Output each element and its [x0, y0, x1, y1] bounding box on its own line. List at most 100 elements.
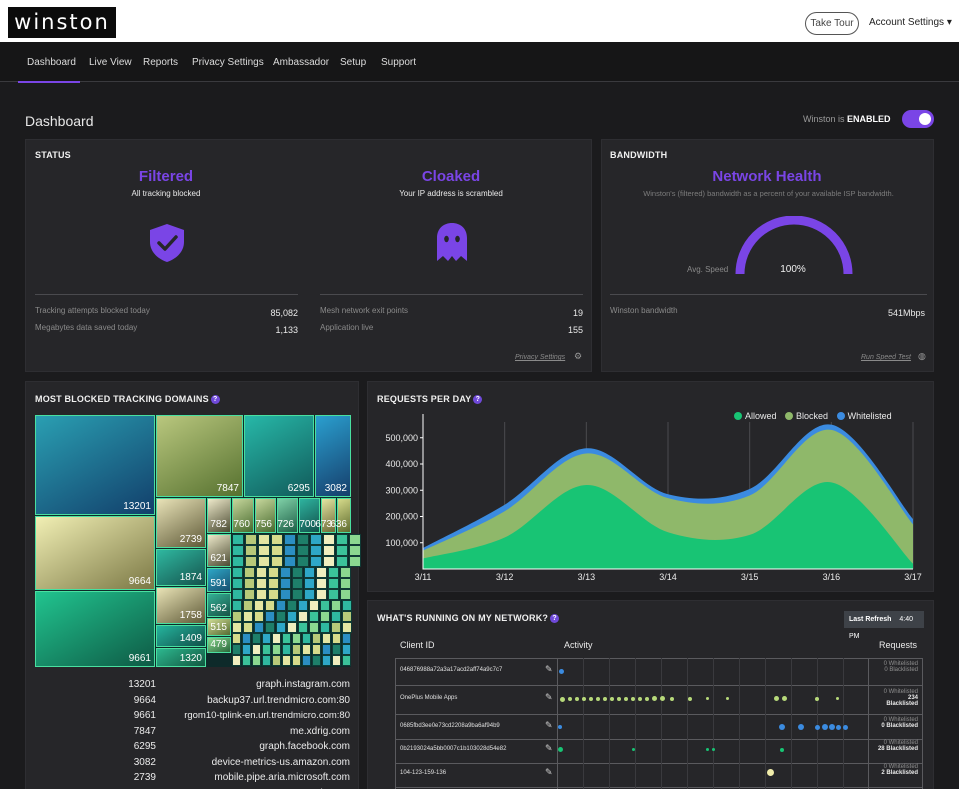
- tab-support[interactable]: Support: [381, 57, 417, 68]
- activity-dot[interactable]: [603, 697, 607, 701]
- activity-dot[interactable]: [843, 725, 848, 730]
- help-icon[interactable]: ?: [210, 395, 220, 404]
- activity-dot[interactable]: [660, 696, 665, 701]
- treemap-small-cell[interactable]: [244, 578, 255, 589]
- client-id[interactable]: OnePlus Mobile Apps: [400, 695, 458, 701]
- treemap-small-cell[interactable]: [292, 655, 301, 666]
- treemap-small-cell[interactable]: [304, 567, 315, 578]
- treemap-small-cell[interactable]: [271, 545, 283, 556]
- treemap-small-cell[interactable]: [276, 622, 286, 633]
- treemap-small-cell[interactable]: [254, 611, 264, 622]
- treemap-small-cell[interactable]: [232, 567, 243, 578]
- client-id[interactable]: 0b2193024a5bb0007c1b103028d54e82: [400, 746, 507, 752]
- domain-name[interactable]: device-metrics-us.amazon.com: [211, 756, 350, 768]
- treemap-small-cell[interactable]: [309, 600, 319, 611]
- treemap-cell[interactable]: 1409: [156, 625, 206, 647]
- activity-dot[interactable]: [712, 748, 715, 751]
- activity-dot[interactable]: [560, 697, 565, 702]
- treemap-small-cell[interactable]: [232, 655, 241, 666]
- treemap-small-cell[interactable]: [331, 622, 341, 633]
- treemap-small-cell[interactable]: [292, 589, 303, 600]
- activity-dot[interactable]: [774, 696, 779, 701]
- treemap-cell[interactable]: 756: [255, 498, 276, 533]
- treemap-small-cell[interactable]: [302, 644, 311, 655]
- treemap-small-cell[interactable]: [272, 633, 281, 644]
- help-icon[interactable]: ?: [550, 614, 560, 623]
- activity-dot[interactable]: [836, 697, 839, 700]
- treemap-small-cell[interactable]: [284, 545, 296, 556]
- treemap-small-cell[interactable]: [245, 556, 257, 567]
- treemap-small-cell[interactable]: [276, 600, 286, 611]
- activity-dot[interactable]: [822, 724, 828, 730]
- treemap-small-cell[interactable]: [316, 567, 327, 578]
- domain-name[interactable]: graph.instagram.com: [256, 679, 350, 690]
- client-id[interactable]: 104-123-159-136: [400, 770, 447, 776]
- domain-name[interactable]: rgom10-tplink-en.url.trendmicro.com:80: [184, 710, 350, 721]
- treemap-small-cell[interactable]: [244, 567, 255, 578]
- activity-dot[interactable]: [568, 697, 572, 701]
- activity-dot[interactable]: [558, 725, 562, 729]
- treemap-small-cell[interactable]: [302, 655, 311, 666]
- activity-dot[interactable]: [631, 697, 635, 701]
- account-settings-menu[interactable]: Account Settings ▾: [869, 17, 952, 28]
- edit-pencil-icon[interactable]: ✎: [545, 767, 553, 777]
- treemap-small-cell[interactable]: [242, 644, 251, 655]
- treemap-small-cell[interactable]: [304, 578, 315, 589]
- treemap-small-cell[interactable]: [342, 644, 351, 655]
- treemap-small-cell[interactable]: [258, 556, 270, 567]
- take-tour-button[interactable]: Take Tour: [805, 12, 859, 35]
- treemap-small-cell[interactable]: [342, 655, 351, 666]
- activity-dot[interactable]: [624, 697, 628, 701]
- treemap-small-cell[interactable]: [245, 545, 257, 556]
- winston-logo[interactable]: winston: [8, 7, 116, 38]
- treemap-cell[interactable]: 479: [207, 637, 231, 653]
- edit-pencil-icon[interactable]: ✎: [545, 743, 553, 753]
- treemap-small-cell[interactable]: [287, 622, 297, 633]
- activity-dot[interactable]: [780, 748, 784, 752]
- tab-dashboard[interactable]: Dashboard: [27, 57, 76, 68]
- activity-dot[interactable]: [779, 724, 785, 730]
- treemap-small-cell[interactable]: [271, 556, 283, 567]
- domain-name[interactable]: me.xdrig.com: [289, 725, 350, 737]
- treemap-small-cell[interactable]: [298, 611, 308, 622]
- treemap-small-cell[interactable]: [320, 611, 330, 622]
- treemap-small-cell[interactable]: [304, 589, 315, 600]
- activity-dot[interactable]: [575, 697, 579, 701]
- treemap-small-cell[interactable]: [282, 633, 291, 644]
- treemap-small-cell[interactable]: [336, 545, 348, 556]
- treemap-small-cell[interactable]: [232, 589, 243, 600]
- treemap-cell[interactable]: 1758: [156, 587, 206, 624]
- treemap-small-cell[interactable]: [276, 611, 286, 622]
- series-area-allowed[interactable]: [423, 482, 913, 569]
- treemap-small-cell[interactable]: [282, 655, 291, 666]
- treemap-small-cell[interactable]: [309, 622, 319, 633]
- activity-dot[interactable]: [589, 697, 593, 701]
- domain-name[interactable]: backup37.url.trendmicro.com:80: [207, 694, 350, 706]
- treemap-cell[interactable]: 621: [207, 534, 231, 567]
- treemap-small-cell[interactable]: [252, 655, 261, 666]
- tab-privacy-settings[interactable]: Privacy Settings: [192, 57, 264, 68]
- treemap-small-cell[interactable]: [336, 556, 348, 567]
- treemap-small-cell[interactable]: [232, 600, 242, 611]
- treemap-small-cell[interactable]: [298, 622, 308, 633]
- treemap-small-cell[interactable]: [336, 534, 348, 545]
- activity-dot[interactable]: [829, 724, 835, 730]
- treemap-small-cell[interactable]: [340, 589, 351, 600]
- help-icon[interactable]: ?: [473, 395, 483, 404]
- treemap-small-cell[interactable]: [322, 644, 331, 655]
- treemap-small-cell[interactable]: [258, 545, 270, 556]
- treemap-small-cell[interactable]: [298, 600, 308, 611]
- treemap-cell[interactable]: 673: [315, 498, 336, 533]
- activity-dot[interactable]: [782, 696, 787, 701]
- treemap-small-cell[interactable]: [242, 655, 251, 666]
- activity-dot[interactable]: [617, 697, 621, 701]
- treemap-small-cell[interactable]: [284, 556, 296, 567]
- treemap-small-cell[interactable]: [256, 567, 267, 578]
- tab-live-view[interactable]: Live View: [89, 57, 132, 68]
- activity-dot[interactable]: [610, 697, 614, 701]
- treemap-small-cell[interactable]: [316, 589, 327, 600]
- activity-dot[interactable]: [836, 725, 841, 730]
- treemap-small-cell[interactable]: [268, 589, 279, 600]
- treemap-small-cell[interactable]: [312, 633, 321, 644]
- treemap-small-cell[interactable]: [254, 600, 264, 611]
